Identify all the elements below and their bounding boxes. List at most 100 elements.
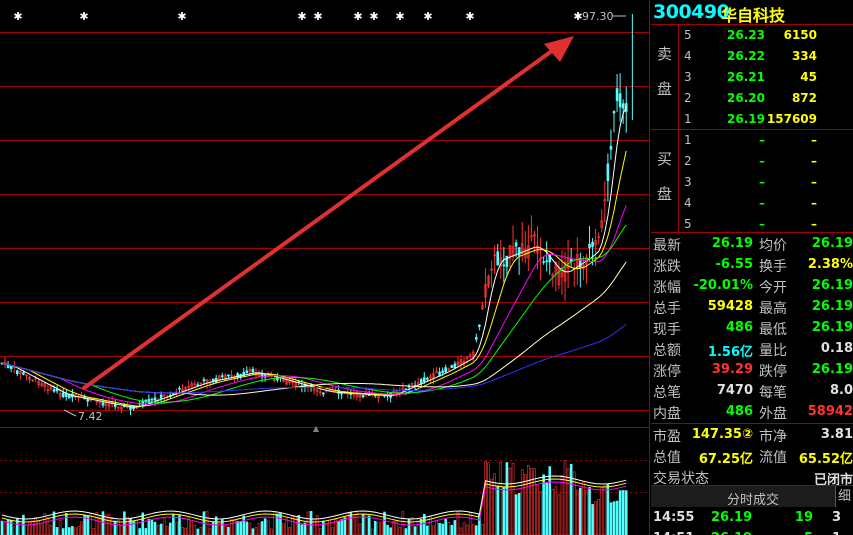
volume-bar (64, 513, 68, 535)
ma20-line (1, 205, 627, 405)
volume-bar (435, 520, 438, 535)
volume-bar (404, 528, 408, 535)
volume-bar (297, 515, 301, 535)
buy-level-row[interactable]: 2 – – (680, 151, 853, 172)
sell-level-row[interactable]: 3 26.21 45 (680, 67, 853, 88)
volume-bar (107, 513, 111, 535)
volume-bar (31, 520, 34, 535)
volume-bar (566, 468, 570, 535)
volume-bar (539, 491, 542, 535)
candle-body (603, 199, 607, 202)
buy-level-row[interactable]: 1 – – (680, 130, 853, 151)
volume-bar (346, 513, 350, 535)
candle-body (101, 402, 105, 406)
volume-bar (597, 499, 601, 535)
level-price: – (759, 175, 765, 189)
trend-arrow (82, 46, 558, 390)
volume-bar (481, 524, 484, 535)
volume-bar (224, 526, 227, 535)
sell-level-row[interactable]: 2 26.20 872 (680, 88, 853, 109)
candle-body (429, 376, 432, 379)
sell-level-row[interactable]: 1 26.19 157609 (680, 109, 853, 130)
quote-stats: 最新 26.19 均价 26.19 涨跌 -6.55 换手 2.38% 涨幅 -20.01% 今开 2… (651, 233, 853, 488)
sell-level-row[interactable]: 5 26.23 6150 (680, 25, 853, 46)
candle-body (456, 361, 460, 366)
volume-bar (520, 469, 524, 535)
buy-level-row[interactable]: 4 – – (680, 193, 853, 214)
candle-body (481, 305, 484, 310)
volume-bar (343, 517, 347, 535)
stat-row: 涨幅 -20.01% 今开 26.19 (651, 275, 853, 296)
candle-body (315, 389, 319, 392)
volume-bar (432, 525, 435, 535)
candle-body (43, 382, 47, 388)
buy-level-row[interactable]: 3 – – (680, 172, 853, 193)
stat-value: 7470 (716, 383, 753, 398)
volume-bar (459, 527, 463, 535)
level-number: 5 (684, 217, 692, 231)
event-marker-icon: ✱ (423, 10, 432, 23)
candlestick-chart[interactable]: ✱ ✱ ✱ ✱ ✱ ✱ ✱ ✱ ✱ ✱ ✱ 97.30 7.42 ▲ (0, 0, 650, 535)
volume-bar (205, 510, 209, 535)
level-number: 4 (684, 196, 692, 210)
candle-body (569, 258, 573, 262)
stat-value: 65.52亿 (798, 452, 853, 467)
level-volume: – (811, 133, 817, 147)
volume-bar (144, 528, 148, 535)
volume-bar (606, 483, 610, 535)
stat-value: 0.18 (820, 341, 853, 356)
volume-bar (533, 468, 536, 535)
stat-row: 现手 486 最低 26.19 (651, 317, 853, 338)
level-volume: – (811, 154, 817, 168)
volume-bar (28, 521, 31, 535)
candle-body (487, 275, 490, 287)
volume-bar (221, 519, 224, 535)
drag-handle-icon[interactable]: ▲ (313, 424, 320, 433)
detail-toggle-button[interactable]: 细 (835, 486, 853, 507)
level-price: 26.19 (727, 112, 765, 126)
quote-panel: 300490 华自科技 卖 盘 5 26.23 6150 4 26.22 334 3 26.2… (651, 0, 853, 535)
level-volume: 334 (791, 49, 817, 63)
volume-bar (582, 481, 585, 535)
candle-body (221, 375, 224, 378)
volume-bar (401, 511, 405, 535)
volume-bar (68, 527, 71, 535)
volume-bar (120, 525, 123, 535)
candle-body (288, 379, 291, 383)
chart-canvas[interactable]: ✱ ✱ ✱ ✱ ✱ ✱ ✱ ✱ ✱ ✱ ✱ 97.307.42▲ (0, 0, 650, 535)
sell-level-row[interactable]: 4 26.22 334 (680, 46, 853, 67)
candle-body (58, 392, 62, 397)
stat-label: 最低 (759, 322, 787, 338)
volume-bar (153, 521, 157, 535)
candle-body (453, 363, 457, 369)
candle-body (609, 146, 613, 150)
volume-bar (251, 528, 255, 535)
candle-body (318, 391, 322, 394)
event-marker-icon: ✱ (313, 10, 322, 23)
volume-bar (530, 468, 533, 535)
volume-bar (557, 494, 561, 535)
sell-order-book: 5 26.23 6150 4 26.22 334 3 26.21 45 2 26.20 872 1 26.… (680, 25, 853, 130)
candle-body (575, 254, 579, 269)
level-volume: 6150 (783, 28, 817, 42)
volume-bar (9, 519, 13, 535)
trade-count: 3 (831, 510, 841, 525)
candle-body (594, 240, 597, 246)
candle-body (358, 392, 362, 398)
candle-body (508, 245, 512, 259)
candle-body (618, 93, 622, 108)
volume-bar (487, 462, 490, 535)
volume-bar (269, 528, 273, 535)
tab-time-and-sales[interactable]: 分时成交 (727, 493, 780, 508)
volume-bar (187, 517, 190, 535)
volume-bar (55, 527, 59, 535)
volume-bar (572, 471, 576, 535)
volume-bar (465, 524, 469, 535)
volume-bar (502, 486, 506, 535)
level-number: 2 (684, 154, 692, 168)
candle-body (591, 241, 594, 247)
volume-bar (484, 461, 487, 535)
candle-body (511, 246, 515, 257)
buy-level-row[interactable]: 5 – – (680, 214, 853, 235)
stat-label: 外盘 (759, 406, 787, 422)
